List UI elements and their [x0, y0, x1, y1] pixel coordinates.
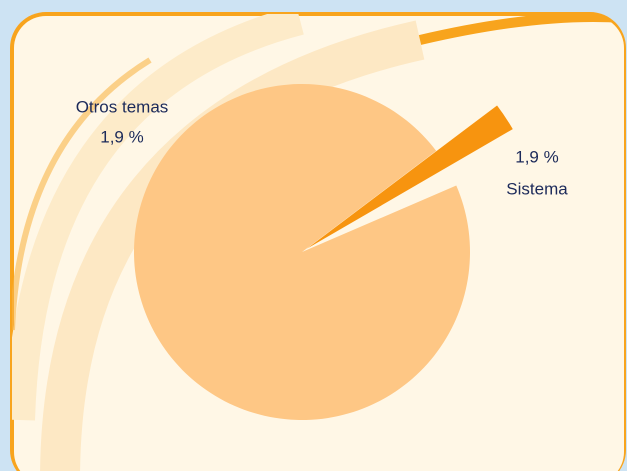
pie-slice	[134, 84, 470, 421]
slice-name: Sistema	[506, 179, 568, 198]
pie-slice	[306, 105, 513, 249]
pie	[134, 84, 513, 421]
slice-name: Otros temas	[76, 97, 169, 116]
slice-value-label: 1,9 %	[100, 127, 143, 146]
slice-value-label: 1,9 %	[515, 147, 558, 166]
pie-slice	[302, 167, 457, 252]
